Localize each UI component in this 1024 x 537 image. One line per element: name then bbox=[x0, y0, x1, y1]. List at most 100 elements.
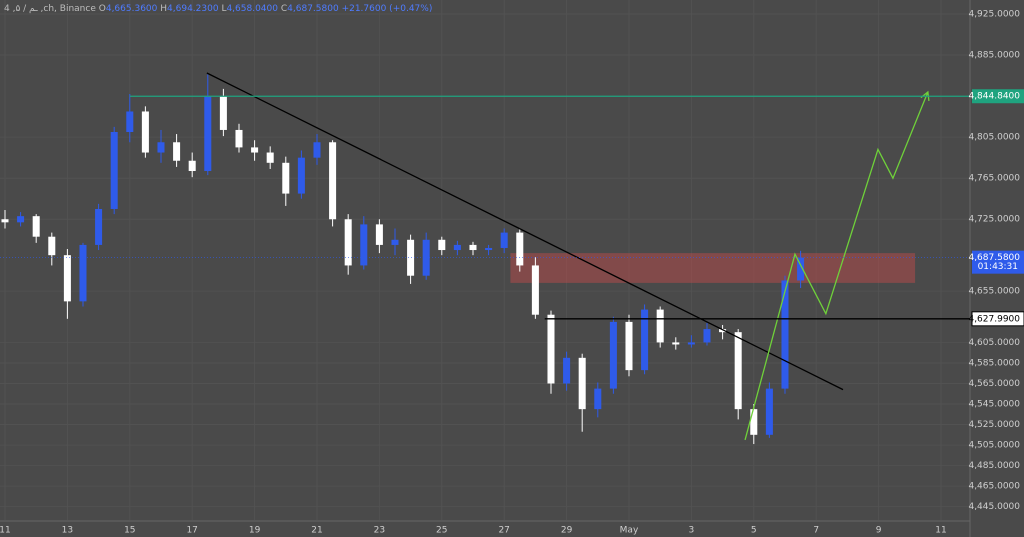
candle-body bbox=[282, 162, 290, 194]
candle-body bbox=[485, 247, 493, 251]
ohlc-key: C bbox=[281, 4, 287, 14]
axes: 4,925.0000 4,885.0000 4,805.0000 4,765.0000… bbox=[0, 9, 1024, 536]
candle-body bbox=[625, 321, 633, 371]
candle-body bbox=[375, 224, 383, 245]
x-tick-label: 17 bbox=[186, 526, 197, 536]
candle-body bbox=[438, 239, 446, 251]
candle-body bbox=[235, 129, 243, 148]
candle-body bbox=[1, 219, 9, 223]
x-tick-label: 13 bbox=[62, 526, 73, 536]
ohlc-key: H bbox=[160, 4, 167, 14]
legend-header: 4 ,ـم / ۵ ,ch, Binance O4,665.3600 H4,69… bbox=[4, 4, 432, 14]
candle-body bbox=[797, 257, 805, 281]
candles bbox=[1, 74, 805, 445]
candle-body bbox=[750, 409, 758, 435]
candle-body bbox=[95, 208, 103, 245]
trend-line bbox=[206, 72, 844, 391]
y-tick-label: 4,805.0000 bbox=[968, 133, 1020, 143]
candle-body bbox=[703, 329, 711, 343]
candle-body bbox=[687, 342, 695, 345]
x-tick-label: 5 bbox=[751, 526, 757, 536]
candle-body bbox=[173, 142, 181, 161]
candle-body bbox=[531, 265, 539, 315]
x-tick-label: 19 bbox=[249, 526, 261, 536]
x-tick-label: 9 bbox=[876, 526, 882, 536]
x-tick-label: 15 bbox=[124, 526, 135, 536]
zone bbox=[510, 253, 916, 283]
candle-body bbox=[609, 321, 617, 389]
y-tick-label: 4,725.0000 bbox=[968, 215, 1020, 225]
candle-body bbox=[204, 96, 212, 172]
x-tick-label: 7 bbox=[813, 526, 819, 536]
y-tick-label: 4,485.0000 bbox=[968, 461, 1020, 471]
change: +21.7600 (+0.47%) bbox=[342, 4, 433, 14]
candle-body bbox=[453, 244, 461, 251]
y-tick-label: 4,465.0000 bbox=[968, 482, 1020, 492]
x-tick-label: 21 bbox=[311, 526, 322, 536]
candle-body bbox=[32, 216, 40, 237]
y-tick-label: 4,505.0000 bbox=[968, 441, 1020, 451]
x-tick-label: May bbox=[620, 526, 639, 536]
candle-body bbox=[407, 239, 415, 276]
candle-body bbox=[391, 239, 399, 245]
price-label: 4,844.8400 bbox=[968, 92, 1020, 102]
last-price-box bbox=[972, 250, 1024, 274]
ohlc-value: 4,687.5800 bbox=[287, 4, 339, 14]
candle-body bbox=[563, 357, 571, 384]
x-tick-label: 11 bbox=[935, 526, 946, 536]
candle-body bbox=[469, 244, 477, 251]
candle-body bbox=[594, 388, 602, 410]
candle-body bbox=[734, 332, 742, 410]
price-label: 4,627.9900 bbox=[968, 314, 1020, 324]
candle-body bbox=[17, 216, 25, 223]
candle-body bbox=[719, 329, 727, 333]
candle-body bbox=[297, 157, 305, 194]
y-tick-label: 4,885.0000 bbox=[968, 51, 1020, 61]
candle-body bbox=[500, 232, 508, 248]
candle-body bbox=[126, 111, 134, 133]
candle-body bbox=[63, 255, 71, 302]
x-tick-label: 11 bbox=[0, 526, 11, 536]
grid bbox=[0, 0, 970, 520]
candle-body bbox=[656, 309, 664, 343]
x-tick-label: 25 bbox=[436, 526, 447, 536]
y-tick-label: 4,585.0000 bbox=[968, 358, 1020, 368]
y-tick-label: 4,525.0000 bbox=[968, 420, 1020, 430]
drawings bbox=[510, 253, 916, 283]
candle-body bbox=[360, 224, 368, 266]
candle-body bbox=[781, 280, 789, 389]
candle-body bbox=[219, 96, 227, 130]
candle-body bbox=[251, 147, 259, 153]
candle-body bbox=[110, 132, 118, 209]
ohlc-key: O bbox=[99, 4, 106, 14]
candle-body bbox=[344, 219, 352, 266]
x-tick-label: 23 bbox=[374, 526, 385, 536]
y-tick-label: 4,655.0000 bbox=[968, 287, 1020, 297]
candle-body bbox=[547, 314, 555, 384]
candle-body bbox=[329, 142, 337, 220]
ohlc-value: 4,694.2300 bbox=[167, 4, 219, 14]
x-tick-label: 29 bbox=[561, 526, 573, 536]
last-price-label: 4,687.5800 bbox=[968, 253, 1020, 263]
drawing-lines bbox=[0, 72, 970, 441]
candle-body bbox=[141, 111, 149, 153]
candle-body bbox=[266, 152, 274, 163]
price-label-box bbox=[971, 311, 1024, 327]
y-tick-label: 4,765.0000 bbox=[968, 174, 1020, 184]
candle-body bbox=[157, 142, 165, 153]
candle-body bbox=[79, 244, 87, 302]
candle-body bbox=[516, 232, 524, 266]
price-label-box bbox=[972, 89, 1024, 104]
candle-body bbox=[578, 357, 586, 410]
x-tick-label: 3 bbox=[689, 526, 695, 536]
candle-body bbox=[313, 142, 321, 158]
candle-body bbox=[672, 342, 680, 345]
ohlc-key: L bbox=[221, 4, 226, 14]
ohlc-value: 4,665.3600 bbox=[106, 4, 158, 14]
y-tick-label: 4,605.0000 bbox=[968, 338, 1020, 348]
trend-line bbox=[744, 91, 929, 441]
ohlc-value: 4,658.0400 bbox=[226, 4, 278, 14]
y-tick-label: 4,545.0000 bbox=[968, 400, 1020, 410]
